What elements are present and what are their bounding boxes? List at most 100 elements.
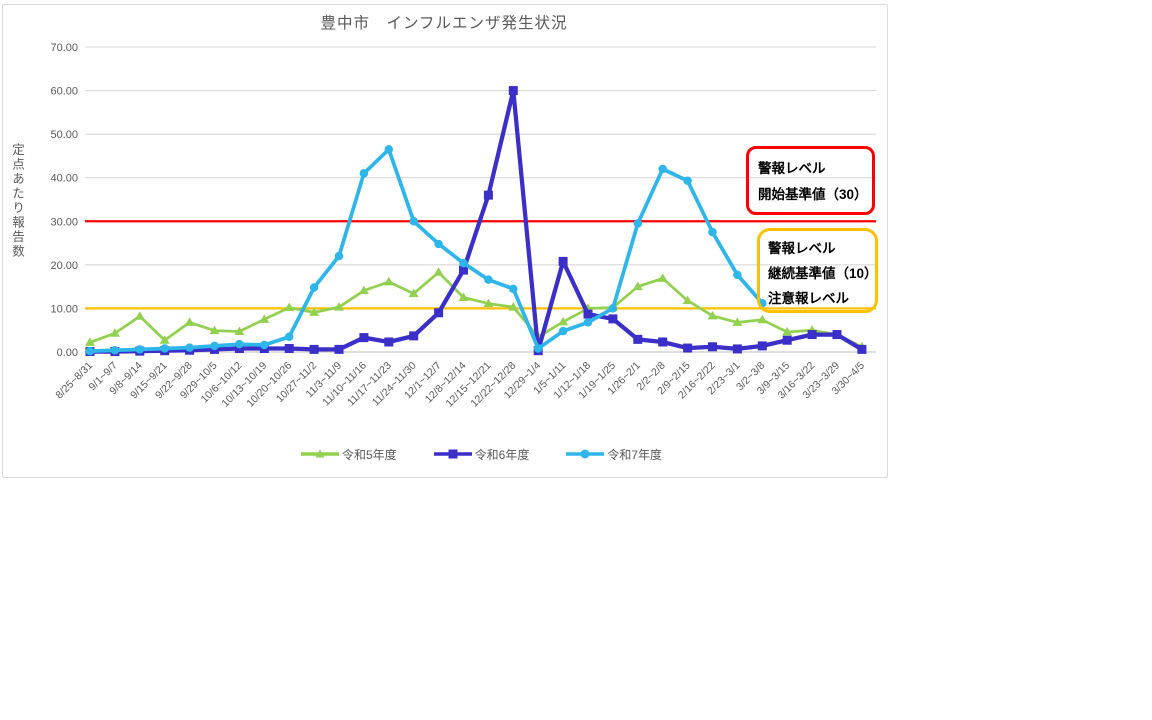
marker-square [832, 330, 842, 340]
marker-triangle [259, 314, 270, 323]
marker-square [658, 337, 668, 347]
marker-triangle [632, 281, 643, 291]
x-tick-label: 8/25~8/31 [53, 360, 95, 402]
y-tick-label: 40.00 [50, 173, 78, 185]
marker-circle [409, 217, 418, 226]
legend-item-令和6年度: 令和6年度 [433, 446, 530, 463]
y-tick-label: 60.00 [50, 86, 78, 98]
marker-triangle [234, 326, 245, 336]
alert-continue-line-1: 警報レベル [768, 241, 836, 256]
x-axis-tick-labels: 8/25~8/319/1~9/79/8~9/149/15~9/219/22~9/… [53, 360, 867, 410]
marker-circle [509, 284, 518, 294]
legend-label: 令和6年度 [474, 447, 530, 462]
marker-triangle [458, 292, 469, 302]
marker-triangle [284, 302, 295, 312]
marker-circle [110, 346, 120, 355]
marker-square [782, 335, 792, 345]
marker-triangle [508, 302, 519, 311]
marker-triangle [209, 325, 220, 335]
marker-circle [658, 164, 667, 174]
marker-triangle [782, 326, 793, 336]
chart-frame [2, 4, 888, 478]
marker-triangle [707, 310, 718, 320]
marker-circle [334, 251, 344, 261]
legend-item-令和5年度: 令和5年度 [300, 446, 397, 463]
alert-start-line-1: 警報レベル [758, 161, 826, 176]
marker-square [583, 309, 593, 319]
marker-triangle [408, 288, 419, 298]
marker-circle [533, 344, 543, 353]
marker-circle [309, 283, 319, 292]
marker-circle [484, 275, 493, 284]
marker-square [558, 256, 568, 266]
legend: 令和5年度 令和6年度 令和7年度 [85, 444, 877, 464]
marker-square [683, 343, 693, 353]
y-tick-label: 10.00 [50, 303, 78, 315]
marker-triangle [309, 307, 320, 316]
marker-triangle [85, 337, 95, 346]
y-axis-tick-labels: 0.00 10.00 20.00 30.00 40.00 50.00 60.00 70.00 [50, 42, 78, 359]
marker-circle [85, 346, 95, 356]
alert-start-annotation: 警報レベル 開始基準値（30） [746, 146, 875, 215]
legend-marker-circle [566, 449, 605, 459]
series-令和6年度 [85, 86, 867, 357]
y-tick-label: 70.00 [50, 42, 78, 54]
marker-circle [185, 343, 194, 352]
legend-label: 令和7年度 [607, 447, 663, 462]
legend-label: 令和5年度 [341, 447, 397, 462]
marker-square [334, 344, 344, 354]
marker-square [732, 344, 742, 354]
marker-square [807, 330, 817, 340]
marker-circle [359, 169, 369, 178]
series-line-令和5年度 [88, 270, 864, 349]
series-line-令和7年度 [88, 147, 765, 353]
marker-triangle [483, 298, 494, 308]
marker-triangle [159, 335, 170, 344]
marker-triangle [657, 273, 668, 282]
marker-square [284, 344, 294, 354]
alert-continue-line-3: 注意報レベル [768, 291, 849, 306]
marker-triangle [334, 302, 344, 311]
marker-circle [733, 270, 742, 280]
marker-circle [683, 176, 692, 186]
marker-square [459, 265, 468, 275]
marker-square [384, 337, 394, 347]
chart-title: 豊中市 インフルエンザ発生状況 [320, 15, 568, 32]
marker-triangle [358, 285, 369, 295]
marker-square [409, 331, 419, 341]
marker-triangle [109, 328, 120, 337]
marker-circle [284, 332, 294, 341]
marker-triangle [383, 276, 394, 286]
marker-triangle [732, 317, 743, 326]
legend-item-令和7年度: 令和7年度 [565, 446, 662, 463]
marker-square [359, 333, 369, 343]
marker-square [483, 190, 493, 200]
marker-circle [434, 239, 443, 249]
marker-square [309, 344, 319, 354]
legend-marker-square [433, 449, 472, 459]
marker-circle [235, 339, 244, 349]
marker-square [757, 341, 767, 351]
marker-triangle [682, 295, 693, 305]
marker-triangle [184, 317, 195, 326]
marker-circle [708, 227, 717, 237]
marker-circle [558, 326, 568, 336]
marker-square [608, 314, 618, 324]
marker-circle [210, 341, 219, 351]
marker-triangle [433, 267, 444, 276]
marker-circle [135, 345, 145, 354]
marker-triangle [757, 314, 768, 324]
y-tick-label: 0.00 [57, 347, 78, 359]
marker-square [857, 344, 867, 354]
alert-continue-line-2: 継続基準値（10） [768, 266, 878, 281]
y-tick-label: 50.00 [50, 129, 78, 141]
marker-circle [260, 340, 269, 350]
y-axis-title: 定点あたり報告数 [10, 143, 24, 259]
marker-square [434, 308, 444, 318]
marker-triangle [134, 311, 145, 320]
legend-marker-triangle [300, 449, 339, 458]
marker-square [633, 334, 643, 344]
y-tick-label: 30.00 [50, 216, 78, 228]
y-tick-label: 20.00 [50, 260, 78, 272]
